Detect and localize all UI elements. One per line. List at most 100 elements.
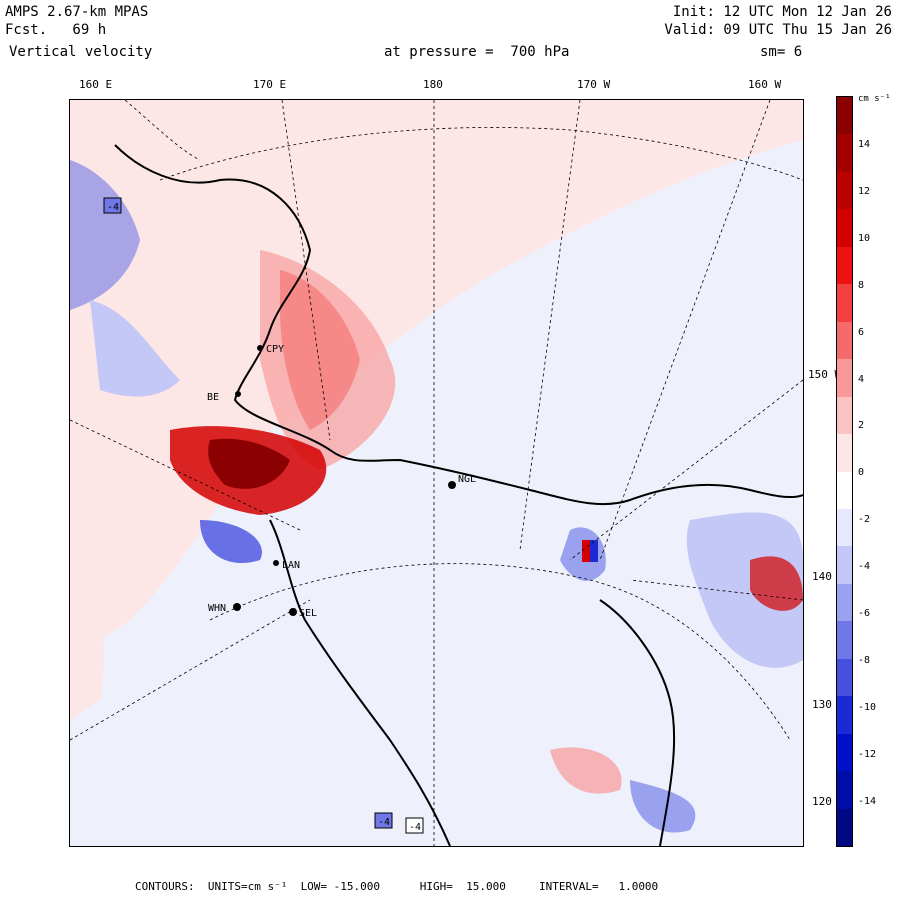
lon-label-160w: 160 W: [748, 78, 782, 91]
coastline: [114, 144, 803, 506]
lon-label-160e: 160 E: [79, 78, 113, 91]
colorbar-segment: [837, 209, 852, 248]
field-name: Vertical velocity: [9, 44, 153, 60]
colorbar-segment: [837, 658, 852, 697]
coastline-south: [269, 519, 451, 846]
descent-zone-south: [630, 780, 696, 833]
station-label: LAN: [282, 560, 300, 571]
colorbar-tick-label: -12: [858, 748, 877, 760]
lat-label-150w: 150 W: [808, 368, 842, 381]
graticule-line: [124, 100, 201, 161]
model-title: AMPS 2.67-km MPAS: [5, 4, 149, 20]
descent-zone-se: [686, 512, 803, 668]
station-marker: [289, 608, 297, 616]
colorbar-tick-label: -8: [858, 654, 871, 666]
colorbar-tick-label: -4: [858, 561, 871, 573]
colorbar-segment: [837, 284, 852, 323]
colorbar-segment: [837, 171, 852, 210]
min-box: -4: [103, 197, 122, 214]
colorbar: [836, 96, 853, 847]
descent-zone-nw: [70, 160, 140, 310]
valid-time: Valid: 09 UTC Thu 15 Jan 26: [664, 22, 892, 38]
colorbar-segment: [837, 808, 852, 847]
graticule: [70, 100, 803, 846]
colorbar-tick-label: -10: [858, 701, 877, 713]
strong-ascent-core: [208, 438, 290, 489]
station-be: BE: [207, 391, 241, 403]
station-marker: [257, 345, 263, 351]
station-marker: [448, 481, 456, 489]
colorbar-tick-label: -6: [858, 608, 871, 619]
updraft-cell: [582, 540, 590, 562]
min-box-label: -4: [107, 202, 119, 213]
colorbar-tick-label: 8: [858, 279, 865, 291]
colorbar-segment: [837, 97, 852, 135]
colorbar-segment: [837, 359, 852, 398]
colorbar-segment: [837, 321, 852, 360]
colorbar-tick-label: 12: [858, 185, 871, 197]
map-svg: CPY BE NGL LAN WHN SEL -4 -4: [70, 100, 803, 846]
negative-region: [70, 660, 280, 846]
graticule-line: [569, 379, 803, 561]
graticule-line: [70, 599, 311, 741]
init-time: Init: 12 UTC Mon 12 Jan 26: [672, 4, 892, 20]
min-box-frame: [374, 812, 393, 829]
colorbar-tick-label: 10: [858, 232, 871, 244]
colorbar-segment: [837, 696, 852, 735]
graticule-line: [209, 563, 791, 741]
station-sel: SEL: [289, 608, 317, 619]
colorbar-segment: [837, 396, 852, 435]
map-panel[interactable]: CPY BE NGL LAN WHN SEL -4 -4: [69, 99, 804, 847]
descent-zone-w: [90, 300, 180, 397]
min-box-frame: [405, 817, 424, 834]
lon-label-170w: 170 W: [577, 78, 611, 91]
colorbar-segment: [837, 621, 852, 660]
colorbar-tick-label: -2: [858, 514, 871, 526]
station-label: SEL: [299, 608, 317, 619]
pressure-level: at pressure = 700 hPa: [384, 44, 570, 60]
colorbar-tick-label: 14: [858, 139, 871, 150]
colorbar-segment: [837, 733, 852, 772]
ascent-zone-se: [750, 556, 803, 611]
forecast-hour: Fcst. 69 h: [5, 22, 107, 38]
graticule-line: [519, 100, 581, 551]
coastline-east: [599, 599, 676, 846]
downdraft-cell: [590, 540, 598, 562]
colorbar-segment: [837, 434, 852, 472]
graticule-line: [70, 419, 301, 531]
colorbar-tick-label: 2: [858, 420, 865, 432]
descent-zone-center: [200, 520, 262, 564]
positive-region-west: [70, 520, 104, 720]
colorbar-tick-label: 6: [858, 326, 865, 338]
colorbar-segment: [837, 471, 852, 510]
colorbar-tick-label: 4: [858, 373, 865, 385]
station-label: WHN: [208, 603, 226, 614]
colorbar-tick-label: -14: [858, 795, 877, 807]
colorbar-segment: [837, 508, 852, 547]
min-box-label: -4: [378, 817, 390, 828]
station-marker: [273, 560, 279, 566]
contour-info: CONTOURS: UNITS=cm s⁻¹ LOW= -15.000 HIGH…: [135, 880, 659, 893]
min-box-frame: [103, 197, 122, 214]
graticule-line: [629, 579, 803, 601]
station-whn: WHN: [208, 603, 241, 614]
min-box: -4: [405, 817, 424, 834]
colorbar-tick-label: 0: [858, 467, 865, 479]
station-cpy: CPY: [257, 344, 284, 355]
colorbar-segment: [837, 134, 852, 173]
station-marker: [235, 391, 241, 397]
colorbar-segment: [837, 771, 852, 810]
lon-label-180: 180: [423, 78, 443, 91]
positive-region: [70, 100, 803, 660]
colorbar-segment: [837, 546, 852, 585]
station-label: NGL: [458, 474, 476, 485]
ascent-core: [280, 270, 360, 430]
min-box-label: -4: [409, 822, 421, 833]
smoothing: sm= 6: [760, 44, 803, 60]
colorbar-segment: [837, 583, 852, 622]
min-box: -4: [374, 812, 393, 829]
station-lan: LAN: [273, 560, 300, 571]
graticule-line: [159, 127, 803, 181]
station-label: CPY: [266, 344, 284, 355]
station-marker: [233, 603, 241, 611]
